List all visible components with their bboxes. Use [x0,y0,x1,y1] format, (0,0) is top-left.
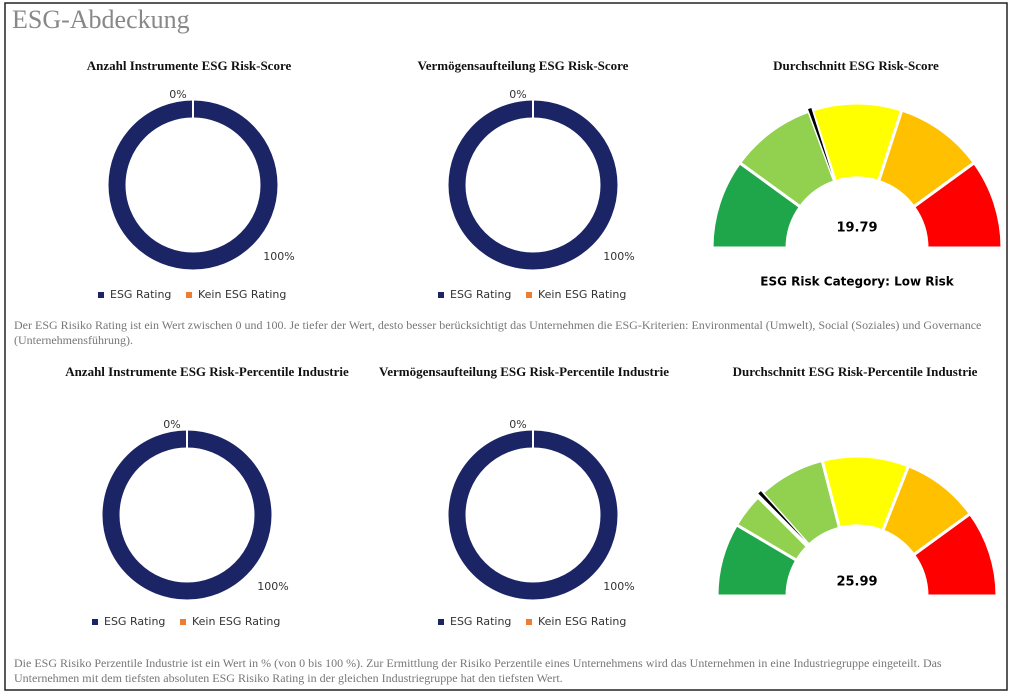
data-label: 0% [169,88,186,101]
gauge-needle [756,489,825,562]
gauge-segment [911,511,999,598]
chart-title: Vermögensaufteilung ESG Risk-Percentile … [379,364,669,379]
legend-swatch [438,292,444,298]
page-title: ESG-Abdeckung [12,5,190,34]
legend-label: Kein ESG Rating [538,288,626,301]
legend-swatch [180,619,186,625]
note: Die ESG Risiko Perzentile Industrie ist … [14,656,942,685]
gauge-value: 19.79 [836,221,877,236]
data-label: 0% [509,418,526,431]
gauge-needle [806,106,843,203]
donut-segment [448,430,618,600]
data-label: 0% [509,88,526,101]
legend-label: Kein ESG Rating [192,615,280,628]
gauge-value: 25.99 [836,575,877,590]
chart-title: Durchschnitt ESG Risk-Percentile Industr… [733,364,978,379]
gauge-segment [911,160,1004,250]
data-label: 100% [257,580,288,593]
donut-segment [448,100,618,270]
legend-label: ESG Rating [450,288,511,301]
legend-swatch [98,292,104,298]
data-label: 0% [163,418,180,431]
chart-title: Durchschnitt ESG Risk-Score [773,58,939,73]
data-label: 100% [603,250,634,263]
legend-swatch [526,292,532,298]
legend-label: Kein ESG Rating [198,288,286,301]
data-label: 100% [263,250,294,263]
note: Der ESG Risiko Rating ist ein Wert zwisc… [14,318,982,347]
chart-title: Anzahl Instrumente ESG Risk-Percentile I… [65,364,349,379]
donut-segment [108,100,278,270]
legend-swatch [92,619,98,625]
data-label: 100% [603,580,634,593]
legend-label: ESG Rating [110,288,171,301]
legend-label: Kein ESG Rating [538,615,626,628]
border [4,2,1008,691]
legend-label: ESG Rating [450,615,511,628]
legend-swatch [186,292,192,298]
legend-swatch [526,619,532,625]
chart-title: Anzahl Instrumente ESG Risk-Score [87,58,292,73]
legend-label: ESG Rating [104,615,165,628]
donut-segment [102,430,272,600]
legend-swatch [438,619,444,625]
chart-title: Vermögensaufteilung ESG Risk-Score [418,58,629,73]
gauge-caption: ESG Risk Category: Low Risk [760,275,955,289]
